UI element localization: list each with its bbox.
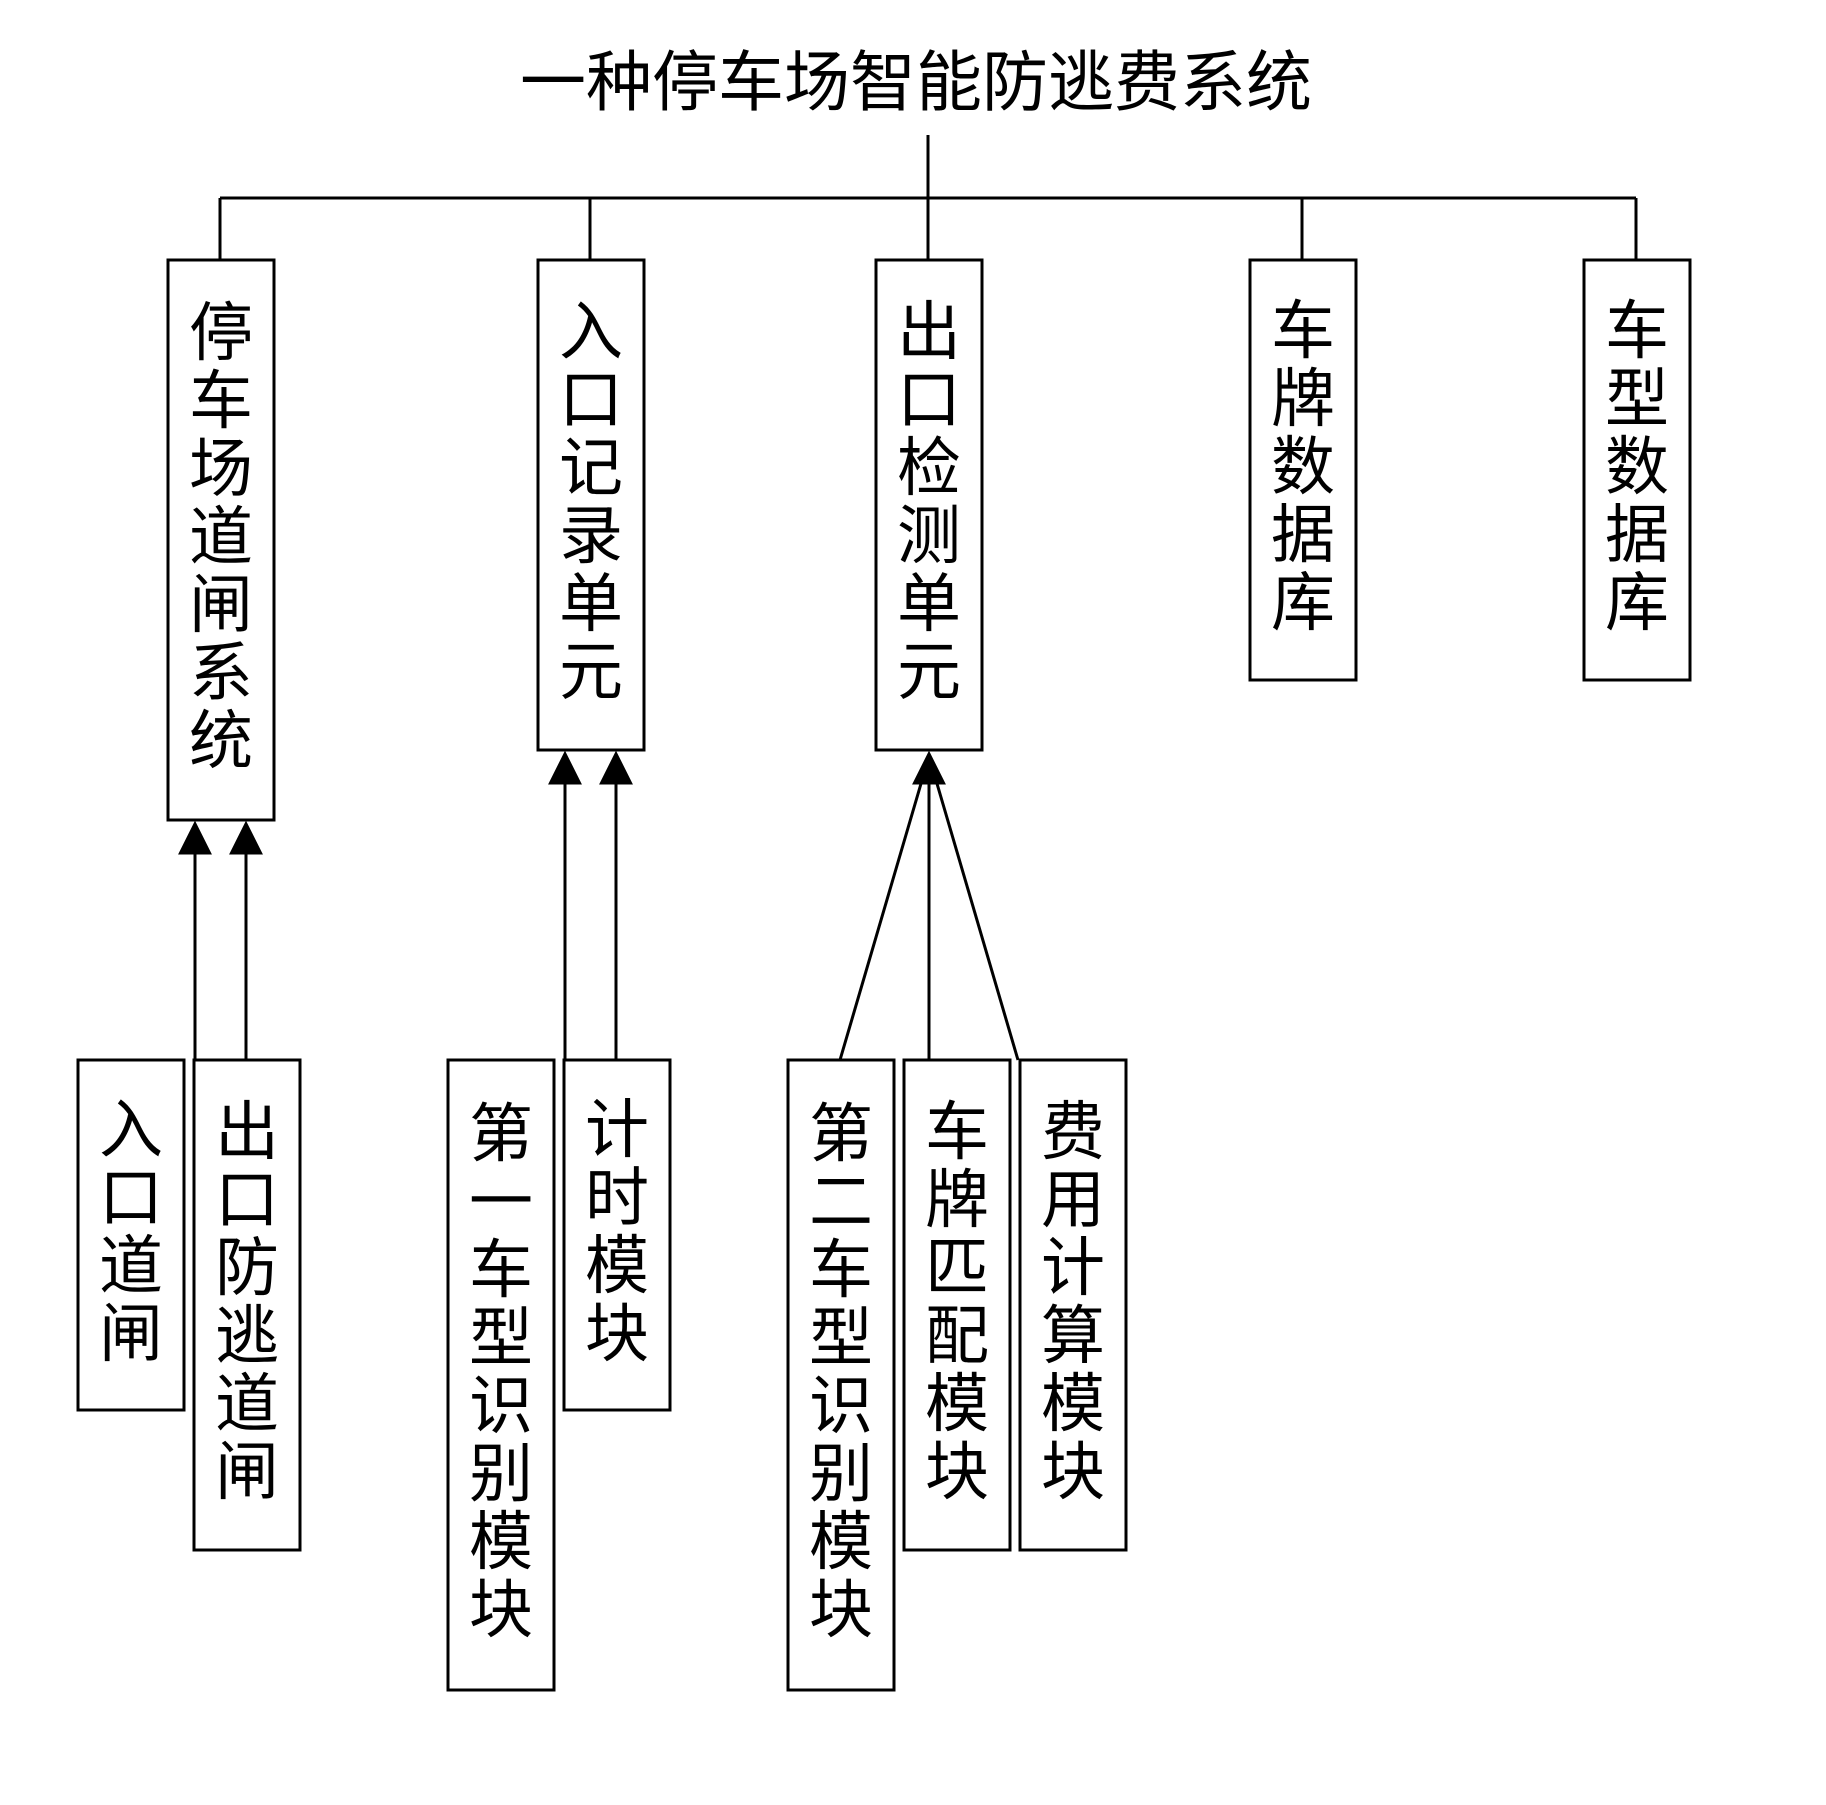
node-exit-unit: 出口检测单元: [876, 260, 982, 750]
node-plate-match: 车牌匹配模块: [904, 1060, 1010, 1550]
label-timer: 计时模块: [585, 1095, 649, 1370]
node-entry-unit: 入口记录单元: [538, 260, 644, 750]
node-type-db: 车型数据库: [1584, 260, 1690, 680]
node-fee-calc: 费用计算模块: [1020, 1060, 1126, 1550]
label-type-db: 车型数据库: [1605, 296, 1669, 639]
label-plate-db: 车牌数据库: [1271, 296, 1335, 639]
node-type-rec2: 第二车型识别模块: [788, 1060, 894, 1690]
label-out-gate: 出口防逃道闸: [215, 1097, 279, 1508]
label-gate-system: 停车场道闸系统: [189, 298, 253, 777]
diagram-title: 一种停车场智能防逃费系统: [520, 47, 1312, 120]
slant-1: [933, 770, 1018, 1060]
label-fee-calc: 费用计算模块: [1041, 1097, 1105, 1508]
node-out-gate: 出口防逃道闸: [194, 1060, 300, 1550]
node-plate-db: 车牌数据库: [1250, 260, 1356, 680]
label-type-rec1: 第一车型识别模块: [469, 1099, 533, 1646]
label-exit-unit: 出口检测单元: [897, 297, 961, 708]
label-entry-unit: 入口记录单元: [559, 297, 623, 708]
node-type-rec1: 第一车型识别模块: [448, 1060, 554, 1690]
label-in-gate: 入口道闸: [99, 1095, 163, 1370]
node-in-gate: 入口道闸: [78, 1060, 184, 1410]
label-plate-match: 车牌匹配模块: [925, 1097, 989, 1508]
node-timer: 计时模块: [564, 1060, 670, 1410]
slant-0: [840, 770, 925, 1060]
label-type-rec2: 第二车型识别模块: [809, 1099, 873, 1646]
node-gate-system: 停车场道闸系统: [168, 260, 274, 820]
